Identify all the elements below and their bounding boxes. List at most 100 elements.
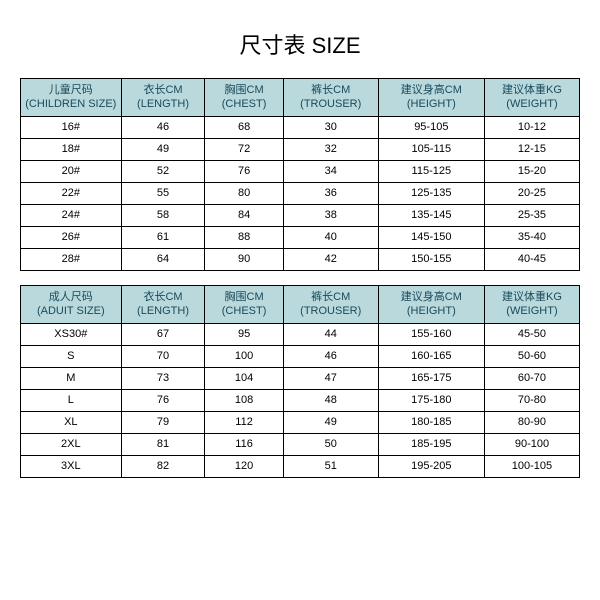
children-cell: 20# <box>21 161 122 183</box>
children-header-cell: 建议体重KG(WEIGHT) <box>484 79 579 117</box>
children-cell: 38 <box>283 205 378 227</box>
children-cell: 10-12 <box>484 117 579 139</box>
children-header-cell: 胸围CM(CHEST) <box>205 79 283 117</box>
children-header-cn: 衣长CM <box>122 84 205 97</box>
children-header-en: (LENGTH) <box>122 98 205 111</box>
children-row: 26#618840145-15035-40 <box>21 227 580 249</box>
adult-cell: 67 <box>121 324 205 346</box>
adult-cell: 160-165 <box>378 346 484 368</box>
children-cell: 68 <box>205 117 283 139</box>
adult-header-cell: 胸围CM(CHEST) <box>205 286 283 324</box>
adult-cell: L <box>21 390 122 412</box>
children-cell: 72 <box>205 139 283 161</box>
children-cell: 46 <box>121 117 205 139</box>
children-cell: 115-125 <box>378 161 484 183</box>
children-cell: 52 <box>121 161 205 183</box>
adult-header-cn: 成人尺码 <box>21 291 121 304</box>
adult-header-cn: 胸围CM <box>205 291 282 304</box>
children-cell: 49 <box>121 139 205 161</box>
adult-size-table: 成人尺码(ADUIT SIZE)衣长CM(LENGTH)胸围CM(CHEST)裤… <box>20 285 580 478</box>
adult-cell: 104 <box>205 368 283 390</box>
adult-row: S7010046160-16550-60 <box>21 346 580 368</box>
children-cell: 42 <box>283 249 378 271</box>
children-header-en: (CHILDREN SIZE) <box>21 98 121 111</box>
children-row: 22#558036125-13520-25 <box>21 183 580 205</box>
adult-header-cn: 裤长CM <box>284 291 378 304</box>
adult-cell: 90-100 <box>484 434 579 456</box>
children-cell: 25-35 <box>484 205 579 227</box>
children-header-cn: 胸围CM <box>205 84 282 97</box>
adult-cell: 108 <box>205 390 283 412</box>
adult-header-en: (LENGTH) <box>122 305 205 318</box>
children-row: 20#527634115-12515-20 <box>21 161 580 183</box>
adult-cell: 2XL <box>21 434 122 456</box>
adult-cell: XS30# <box>21 324 122 346</box>
children-cell: 40-45 <box>484 249 579 271</box>
adult-cell: 44 <box>283 324 378 346</box>
adult-cell: 49 <box>283 412 378 434</box>
adult-cell: 46 <box>283 346 378 368</box>
adult-row: XL7911249180-18580-90 <box>21 412 580 434</box>
adult-cell: 70-80 <box>484 390 579 412</box>
children-row: 28#649042150-15540-45 <box>21 249 580 271</box>
adult-cell: 116 <box>205 434 283 456</box>
page-title: 尺寸表 SIZE <box>239 28 360 60</box>
adult-header-cell: 衣长CM(LENGTH) <box>121 286 205 324</box>
adult-cell: 100 <box>205 346 283 368</box>
children-cell: 61 <box>121 227 205 249</box>
children-cell: 88 <box>205 227 283 249</box>
adult-cell: 50 <box>283 434 378 456</box>
adult-header-cn: 建议身高CM <box>379 291 484 304</box>
children-cell: 40 <box>283 227 378 249</box>
adult-header-cn: 衣长CM <box>122 291 205 304</box>
adult-cell: 82 <box>121 456 205 478</box>
adult-cell: 48 <box>283 390 378 412</box>
children-header-en: (HEIGHT) <box>379 98 484 111</box>
children-header-cn: 建议身高CM <box>379 84 484 97</box>
tables-container: 儿童尺码(CHILDREN SIZE)衣长CM(LENGTH)胸围CM(CHES… <box>20 78 580 478</box>
adult-cell: 50-60 <box>484 346 579 368</box>
children-cell: 76 <box>205 161 283 183</box>
children-cell: 24# <box>21 205 122 227</box>
children-cell: 16# <box>21 117 122 139</box>
adult-header-cell: 裤长CM(TROUSER) <box>283 286 378 324</box>
children-cell: 28# <box>21 249 122 271</box>
children-cell: 125-135 <box>378 183 484 205</box>
adult-header-cn: 建议体重KG <box>485 291 579 304</box>
adult-cell: 180-185 <box>378 412 484 434</box>
children-header-en: (CHEST) <box>205 98 282 111</box>
adult-cell: 120 <box>205 456 283 478</box>
adult-row: L7610848175-18070-80 <box>21 390 580 412</box>
children-cell: 22# <box>21 183 122 205</box>
children-size-table: 儿童尺码(CHILDREN SIZE)衣长CM(LENGTH)胸围CM(CHES… <box>20 78 580 271</box>
children-cell: 36 <box>283 183 378 205</box>
adult-header-row: 成人尺码(ADUIT SIZE)衣长CM(LENGTH)胸围CM(CHEST)裤… <box>21 286 580 324</box>
adult-cell: S <box>21 346 122 368</box>
adult-row: 3XL8212051195-205100-105 <box>21 456 580 478</box>
adult-cell: 70 <box>121 346 205 368</box>
children-cell: 58 <box>121 205 205 227</box>
adult-header-cell: 建议身高CM(HEIGHT) <box>378 286 484 324</box>
children-header-cell: 建议身高CM(HEIGHT) <box>378 79 484 117</box>
children-header-cn: 建议体重KG <box>485 84 579 97</box>
adult-header-cell: 成人尺码(ADUIT SIZE) <box>21 286 122 324</box>
children-cell: 135-145 <box>378 205 484 227</box>
children-header-cell: 儿童尺码(CHILDREN SIZE) <box>21 79 122 117</box>
adult-row: 2XL8111650185-19590-100 <box>21 434 580 456</box>
adult-cell: 81 <box>121 434 205 456</box>
adult-header-en: (CHEST) <box>205 305 282 318</box>
children-cell: 20-25 <box>484 183 579 205</box>
adult-header-en: (HEIGHT) <box>379 305 484 318</box>
children-cell: 150-155 <box>378 249 484 271</box>
children-cell: 90 <box>205 249 283 271</box>
children-cell: 15-20 <box>484 161 579 183</box>
adult-cell: XL <box>21 412 122 434</box>
adult-cell: 155-160 <box>378 324 484 346</box>
adult-header-en: (WEIGHT) <box>485 305 579 318</box>
children-header-cell: 衣长CM(LENGTH) <box>121 79 205 117</box>
children-cell: 18# <box>21 139 122 161</box>
children-header-cn: 儿童尺码 <box>21 84 121 97</box>
children-cell: 145-150 <box>378 227 484 249</box>
adult-cell: 80-90 <box>484 412 579 434</box>
children-header-row: 儿童尺码(CHILDREN SIZE)衣长CM(LENGTH)胸围CM(CHES… <box>21 79 580 117</box>
